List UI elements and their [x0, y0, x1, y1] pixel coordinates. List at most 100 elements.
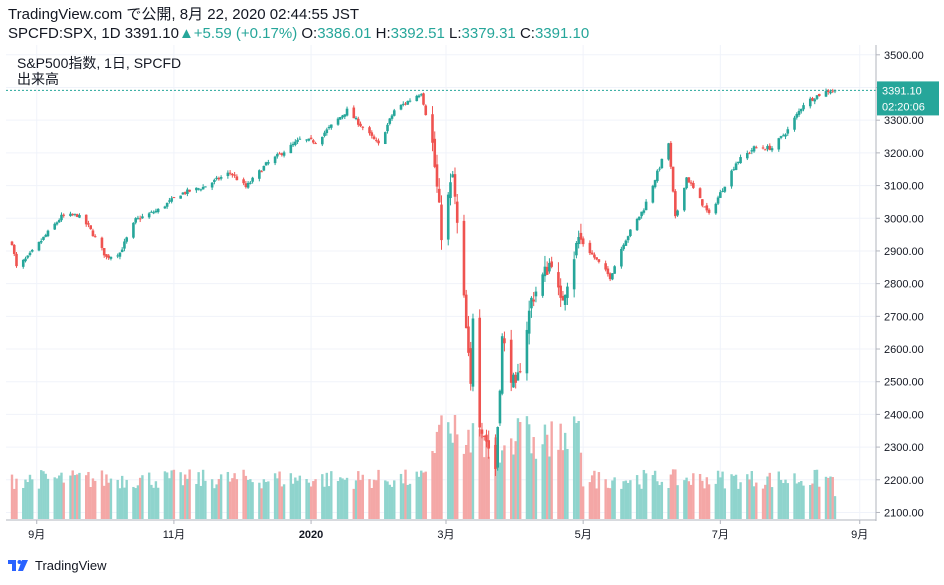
candle-body [361, 126, 365, 128]
candle-body [102, 247, 106, 256]
candle-body [705, 205, 709, 211]
volume-bar [730, 474, 733, 519]
volume-bar [85, 475, 88, 519]
volume-bar [217, 479, 221, 519]
candle-body [509, 339, 513, 383]
volume-bar [186, 478, 189, 519]
candle-body [500, 336, 504, 394]
volume-bar [761, 488, 765, 519]
volume-bar [613, 477, 616, 519]
volume-bar [674, 469, 677, 519]
candle-body [134, 218, 137, 223]
candle-body [374, 139, 378, 141]
candle-body [154, 210, 158, 213]
footer-brand[interactable]: TradingView [35, 557, 107, 573]
volume-bar [503, 445, 506, 519]
candle-body [406, 101, 410, 105]
volume-bar [440, 415, 443, 519]
candle-body [802, 105, 805, 110]
candle-body [118, 252, 122, 257]
candle-body [276, 154, 279, 157]
candle-body [613, 266, 616, 274]
volume-bar [501, 450, 504, 519]
volume-bar [388, 484, 391, 519]
candle-body [296, 139, 299, 142]
legend-series[interactable]: S&P500指数, 1日, SPCFD [17, 55, 182, 71]
candle-body [455, 201, 459, 223]
volume-bar [581, 486, 585, 519]
volume-bar [24, 479, 27, 519]
volume-bar [768, 472, 771, 519]
candle-body [91, 230, 95, 237]
volume-bar [294, 477, 297, 519]
candle-body [487, 440, 491, 449]
candle-body [156, 208, 160, 213]
candle-body [37, 241, 41, 251]
candle-body [57, 220, 61, 223]
volume-bar [289, 473, 293, 519]
volume-bar [258, 482, 261, 519]
candles [10, 88, 837, 477]
y-axis[interactable]: 3500.003400.003300.003200.003100.003000.… [875, 45, 924, 521]
candle-body [431, 114, 434, 143]
candle-body [606, 268, 610, 275]
candle-body [231, 173, 234, 176]
volume-bar [467, 429, 470, 519]
candle-body [73, 213, 77, 215]
volume-bar [635, 475, 639, 519]
candle-body [330, 124, 333, 128]
candle-body [417, 95, 421, 98]
candle-body [217, 177, 221, 180]
candle-body [314, 143, 317, 145]
candle-body [201, 186, 205, 190]
candle-body [577, 237, 580, 245]
volume-bar [408, 483, 412, 519]
volume-bar [262, 479, 266, 519]
volume-bar [37, 488, 41, 519]
x-axis[interactable]: 9月 11月 2020 3月 5月 7月 9月 [6, 519, 876, 541]
volume-bar [734, 474, 738, 519]
candle-body [377, 140, 380, 144]
volume-bar [58, 475, 61, 519]
volume-bar [415, 471, 418, 519]
candle-body [638, 216, 641, 220]
volume-bar [352, 488, 355, 519]
volume-bar [658, 485, 661, 519]
candle-body [770, 148, 774, 151]
candle-body [572, 259, 576, 290]
volume-bar [611, 480, 614, 519]
candle-body [199, 189, 203, 191]
candle-body [494, 444, 497, 470]
volume-bar [102, 485, 106, 519]
candle-body [323, 132, 326, 136]
candle-body [345, 108, 349, 116]
candle-body [559, 285, 562, 298]
candle-body [480, 429, 484, 434]
candle-body [701, 199, 704, 206]
volume-bar [339, 477, 342, 519]
candle-body [449, 182, 452, 199]
volume-bar [53, 477, 56, 519]
volume-bar [543, 424, 547, 519]
volume-bar [548, 456, 551, 519]
legend-volume[interactable]: 出来高 [17, 71, 59, 87]
volume-bar [512, 454, 515, 519]
x-tick-label: 9月 [28, 529, 45, 541]
candle-body [629, 229, 632, 237]
volume-bar [267, 481, 270, 519]
tradingview-logo-icon[interactable] [6, 557, 30, 573]
volume-bar [386, 481, 389, 519]
volume-bar [435, 431, 439, 519]
volume-bar [195, 483, 198, 519]
candle-body [386, 124, 389, 132]
candle-body [640, 211, 643, 217]
candle-body [471, 318, 475, 387]
candle-body [642, 210, 646, 213]
volume-bar [782, 483, 785, 519]
volume-bar [530, 453, 533, 519]
volume-bar [707, 484, 711, 519]
y-tick-label: 2800.00 [884, 279, 924, 291]
volume-bar [518, 422, 522, 519]
volume-bar [242, 469, 245, 519]
